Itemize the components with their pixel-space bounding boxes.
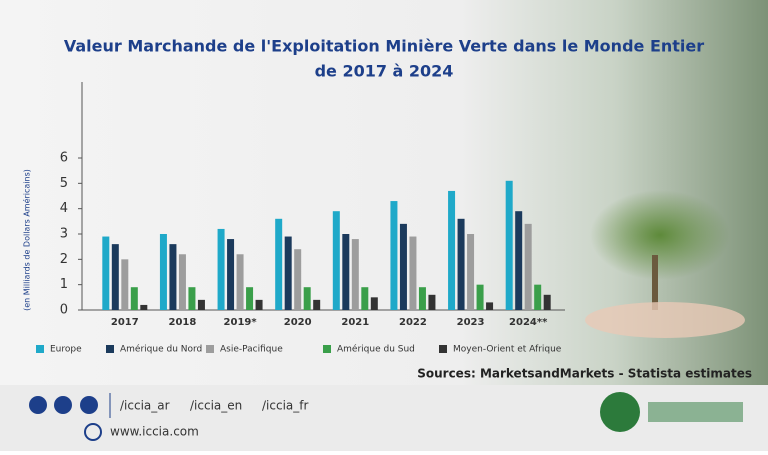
bar bbox=[409, 236, 417, 310]
legend-swatch bbox=[323, 345, 331, 353]
legend-label: Amérique du Sud bbox=[337, 344, 415, 355]
bar bbox=[351, 239, 359, 310]
bar bbox=[111, 244, 119, 310]
bar bbox=[294, 249, 302, 310]
hands bbox=[585, 302, 745, 338]
legend-swatch bbox=[439, 345, 447, 353]
logo bbox=[600, 392, 640, 432]
legend-label: Europe bbox=[50, 345, 82, 355]
bar bbox=[515, 211, 523, 310]
bar bbox=[303, 287, 311, 310]
bar bbox=[255, 299, 263, 310]
bar bbox=[169, 244, 177, 310]
y-tick-label: 6 bbox=[60, 151, 68, 166]
x-tick-label: 2019* bbox=[224, 317, 258, 328]
footer bbox=[0, 385, 768, 451]
bar bbox=[178, 254, 186, 310]
bar bbox=[227, 239, 235, 310]
facebook-icon[interactable] bbox=[29, 396, 47, 414]
x-tick-label: 2021 bbox=[341, 317, 369, 328]
bar bbox=[159, 234, 167, 310]
legend-label: Amérique du Nord bbox=[120, 344, 202, 355]
bar bbox=[370, 297, 378, 310]
x-tick-label: 2018 bbox=[169, 317, 197, 328]
bar bbox=[399, 223, 407, 310]
y-tick-label: 3 bbox=[60, 227, 68, 242]
chart-title: Valeur Marchande de l'Exploitation Miniè… bbox=[64, 37, 704, 56]
bar bbox=[130, 287, 138, 310]
tree-canopy bbox=[590, 190, 730, 280]
bar bbox=[448, 190, 456, 310]
logo-text bbox=[648, 402, 743, 422]
social-link[interactable]: /iccia_en bbox=[190, 399, 242, 413]
bar bbox=[418, 287, 426, 310]
bar bbox=[332, 211, 340, 310]
bar bbox=[534, 284, 542, 310]
y-tick-label: 4 bbox=[60, 201, 68, 216]
x-tick-label: 2017 bbox=[111, 317, 139, 328]
bar bbox=[313, 299, 321, 310]
bar bbox=[121, 259, 129, 310]
bar bbox=[428, 294, 436, 310]
bar bbox=[543, 294, 551, 310]
tree-trunk bbox=[652, 255, 658, 310]
legend-swatch bbox=[36, 345, 44, 353]
bar bbox=[505, 180, 513, 310]
x-tick-label: 2022 bbox=[399, 317, 427, 328]
y-tick-label: 2 bbox=[60, 252, 68, 267]
globe-icon bbox=[84, 423, 102, 441]
source: Sources: MarketsandMarkets - Statista es… bbox=[417, 367, 752, 381]
y-axis-label: (en Milliards de Dollars Américains) bbox=[22, 169, 32, 311]
bar bbox=[361, 287, 369, 310]
bar bbox=[524, 223, 532, 310]
bar bbox=[476, 284, 484, 310]
x-tick-label: 2020 bbox=[284, 317, 312, 328]
legend-label: Moyen-Orient et Afrique bbox=[453, 345, 562, 355]
social-link[interactable]: /iccia_fr bbox=[262, 399, 308, 413]
legend-swatch bbox=[106, 345, 114, 353]
bar bbox=[467, 234, 475, 310]
y-tick-label: 5 bbox=[60, 176, 68, 191]
legend-swatch bbox=[206, 345, 214, 353]
bar bbox=[390, 201, 398, 310]
bar bbox=[140, 304, 148, 310]
bar bbox=[284, 236, 292, 310]
bar bbox=[246, 287, 254, 310]
y-tick-label: 1 bbox=[60, 277, 68, 292]
bar bbox=[486, 302, 494, 310]
y-tick-label: 0 bbox=[60, 303, 68, 318]
x-tick-label: 2023 bbox=[457, 317, 485, 328]
bar bbox=[236, 254, 244, 310]
bar bbox=[102, 236, 110, 310]
twitter-icon[interactable] bbox=[80, 396, 98, 414]
bar bbox=[275, 218, 283, 310]
bar bbox=[342, 234, 350, 310]
social-link[interactable]: /iccia_ar bbox=[120, 399, 170, 413]
bar bbox=[217, 228, 225, 310]
linkedin-icon[interactable] bbox=[54, 396, 72, 414]
x-tick-label: 2024** bbox=[509, 317, 548, 328]
bar bbox=[188, 287, 196, 310]
chart-subtitle: de 2017 à 2024 bbox=[315, 62, 454, 81]
website[interactable]: www.iccia.com bbox=[110, 425, 199, 439]
bar bbox=[197, 299, 205, 310]
legend-label: Asie-Pacifique bbox=[220, 345, 283, 355]
bar bbox=[457, 218, 465, 310]
